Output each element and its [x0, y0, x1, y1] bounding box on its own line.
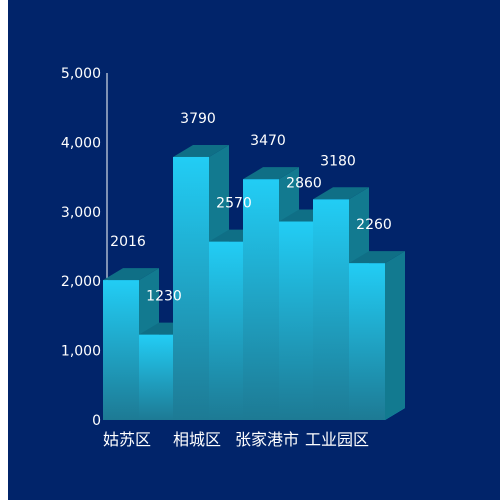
bar-top-face	[243, 167, 299, 180]
bar-value-label: 2016	[110, 234, 146, 250]
bar-value-label: 3470	[250, 133, 286, 149]
x-category-label: 姑苏区	[103, 430, 151, 449]
bar-value-label: 2260	[356, 217, 392, 233]
bar-value-label: 3180	[320, 153, 356, 169]
bar-top-face	[349, 251, 405, 264]
y-tick-label: 1,000	[61, 344, 101, 360]
y-tick-label: 4,000	[61, 135, 101, 151]
bar-value-label: 2570	[216, 196, 252, 212]
bar-top-face	[103, 268, 159, 281]
bar-front-face	[103, 280, 139, 420]
y-tick-label: 0	[92, 413, 101, 429]
bar-front-face	[349, 263, 385, 420]
bar-front-face	[139, 334, 175, 420]
chart-panel: 0 1,000 2,000 3,000 4,000 5,000 2016 1230 3790 2…	[8, 0, 500, 500]
bar-top-face	[173, 144, 229, 157]
bar	[349, 251, 405, 420]
x-category-label: 相城区	[173, 430, 221, 449]
bar-front-face	[209, 241, 245, 420]
x-category-label: 张家港市	[235, 430, 299, 449]
x-category-label: 工业园区	[305, 430, 369, 449]
bar-top-face	[313, 187, 369, 200]
bar-front-face	[279, 221, 315, 420]
bar-chart: 0 1,000 2,000 3,000 4,000 5,000 2016 1230 3790 2…	[61, 66, 405, 449]
y-tick-label: 2,000	[61, 274, 101, 290]
bar-front-face	[173, 156, 209, 420]
y-tick-label: 3,000	[61, 205, 101, 221]
bar-value-label: 2860	[286, 176, 322, 192]
bar-side-face	[385, 251, 405, 420]
bar-front-face	[243, 179, 279, 420]
bar-value-label: 3790	[180, 111, 216, 127]
bar-front-face	[313, 199, 349, 420]
bar-value-label: 1230	[146, 289, 182, 305]
y-tick-label: 5,000	[61, 66, 101, 82]
